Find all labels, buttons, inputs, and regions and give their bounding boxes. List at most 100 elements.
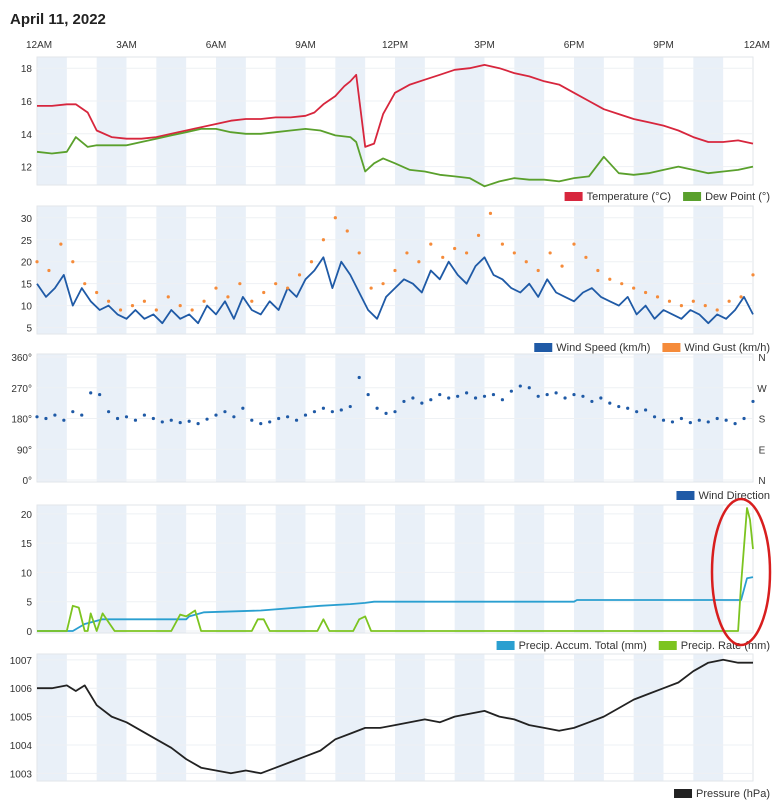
data-point — [384, 411, 388, 415]
data-point — [599, 396, 603, 400]
data-point — [491, 392, 496, 397]
panel-precip: 0 5 10 15 20 Precip. Rate (mm) Precip. Accum. … — [21, 504, 770, 652]
data-point — [572, 392, 576, 397]
data-point — [724, 418, 728, 422]
data-point — [35, 415, 39, 419]
data-point — [509, 389, 513, 393]
data-point — [375, 406, 379, 410]
data-point — [226, 295, 230, 299]
hour-band — [335, 206, 366, 334]
data-point — [620, 282, 624, 286]
data-point — [312, 410, 317, 414]
time-label: 9AM — [295, 40, 316, 51]
time-label: 12PM — [382, 40, 408, 51]
data-point — [154, 308, 158, 312]
data-point — [274, 282, 278, 286]
data-point — [584, 255, 588, 259]
y-tick-label: 1007 — [10, 656, 33, 667]
legend-label: Dew Point (°) — [705, 191, 770, 203]
data-point — [447, 396, 451, 400]
data-point — [115, 416, 120, 421]
data-point — [697, 418, 701, 422]
hour-band — [633, 505, 664, 633]
compass-tick-label: E — [759, 445, 766, 456]
hour-band — [96, 57, 127, 185]
data-point — [715, 308, 719, 312]
hour-band — [156, 57, 187, 185]
y-tick-label: 20 — [21, 258, 33, 269]
data-point — [465, 251, 469, 255]
data-point — [381, 282, 385, 286]
data-point — [560, 264, 564, 268]
data-point — [488, 211, 493, 215]
data-point — [286, 415, 290, 419]
hour-band — [454, 505, 485, 633]
data-point — [608, 277, 612, 281]
legend-label: Wind Gust (km/h) — [684, 342, 770, 354]
data-point — [205, 417, 209, 421]
data-point — [524, 260, 528, 264]
time-axis: 12AM 3AM 6AM 9AM 12PM 3PM 6PM 9PM 12AM — [26, 40, 770, 51]
data-point — [44, 416, 48, 421]
hour-band — [335, 654, 366, 781]
hour-band — [633, 654, 664, 781]
data-point — [160, 420, 164, 424]
hour-band — [216, 654, 246, 781]
legend-label: Pressure (hPa) — [696, 788, 770, 800]
data-point — [644, 408, 648, 412]
data-point — [71, 410, 75, 414]
data-point — [420, 401, 424, 405]
hour-band — [454, 206, 485, 334]
legend-swatch — [564, 192, 583, 201]
data-point — [333, 216, 337, 220]
time-label: 3AM — [116, 40, 137, 51]
data-point — [214, 413, 218, 417]
data-point — [581, 394, 585, 398]
legend-swatch — [676, 491, 695, 500]
data-point — [130, 304, 135, 308]
data-point — [178, 304, 182, 308]
y-tick-label: 30 — [21, 214, 33, 225]
data-point — [751, 273, 755, 277]
data-point — [259, 422, 263, 426]
legend-label: Wind Direction — [698, 490, 770, 502]
hour-band — [37, 57, 67, 185]
data-point — [202, 299, 206, 303]
series-wind-gust-km-h — [35, 211, 755, 312]
y-tick-label: 10 — [21, 302, 33, 313]
hour-band — [37, 206, 67, 334]
time-label: 12AM — [26, 40, 52, 51]
data-point — [241, 406, 245, 410]
legend-label: Temperature (°C) — [587, 191, 671, 203]
data-point — [500, 398, 504, 402]
data-point — [456, 394, 460, 398]
data-point — [277, 416, 281, 421]
data-point — [59, 242, 63, 246]
data-point — [330, 410, 334, 414]
y-tick-label: 16 — [21, 97, 33, 108]
data-point — [473, 396, 478, 400]
y-tick-label: 15 — [21, 280, 33, 291]
hour-band — [395, 505, 425, 633]
data-point — [572, 242, 576, 246]
compass-tick-label: S — [759, 415, 766, 426]
y-tick-label: 14 — [21, 130, 33, 141]
data-point — [438, 392, 442, 397]
legend-swatch — [496, 641, 515, 650]
highlight-circle — [710, 497, 772, 647]
hour-band — [96, 505, 127, 633]
data-point — [297, 273, 302, 277]
page-title: April 11, 2022 — [10, 11, 106, 28]
hour-band — [37, 654, 67, 781]
data-point — [62, 418, 66, 422]
data-point — [232, 415, 236, 419]
time-label: 6PM — [564, 40, 585, 51]
data-point — [453, 246, 457, 251]
data-point — [411, 396, 415, 400]
legend-label: Wind Speed (km/h) — [556, 342, 650, 354]
hour-band — [574, 505, 604, 633]
y-tick-label: 180° — [11, 415, 32, 426]
data-point — [187, 419, 191, 423]
data-point — [47, 268, 51, 273]
data-point — [644, 290, 648, 295]
